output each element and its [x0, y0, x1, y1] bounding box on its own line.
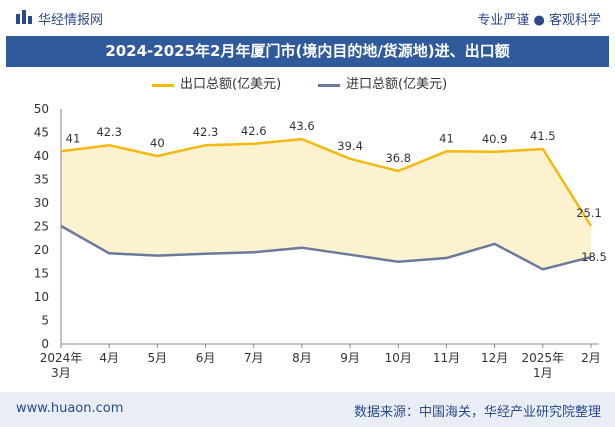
y-tick-label: 0: [41, 337, 49, 351]
y-tick-label: 10: [34, 290, 49, 304]
y-tick-label: 45: [34, 126, 49, 140]
legend-export-label: 出口总额(亿美元): [180, 77, 282, 92]
y-tick-label: 35: [34, 173, 49, 187]
x-tick-label: 7月: [244, 351, 264, 365]
area-fill-between: [61, 139, 591, 270]
export-data-label: 41.5: [530, 129, 556, 143]
y-tick-label: 20: [34, 243, 49, 257]
x-tick-label: 10月: [385, 351, 412, 365]
export-data-label: 41: [439, 131, 454, 145]
export-data-label: 41: [66, 131, 81, 145]
x-tick-label-line2: 3月: [51, 366, 71, 380]
x-tick-label: 11月: [433, 351, 460, 365]
tagline: 专业严谨 ● 客观科学: [477, 13, 601, 28]
export-data-label: 40.9: [482, 132, 508, 146]
export-data-label: 42.3: [96, 125, 122, 139]
x-tick-label: 8月: [292, 351, 312, 365]
x-tick-label: 2月: [581, 351, 601, 365]
x-tick-label: 2025年: [522, 351, 565, 365]
export-data-label: 36.8: [385, 151, 411, 165]
top-bar: 华经情报网 专业严谨 ● 客观科学: [0, 0, 615, 36]
x-tick-label: 6月: [196, 351, 216, 365]
footer-website: www.huaon.com: [16, 401, 124, 416]
footer: www.huaon.com 数据来源：中国海关，华经产业研究院整理: [0, 392, 615, 427]
x-tick-label: 5月: [148, 351, 168, 365]
footer-source: 数据来源：中国海关，华经产业研究院整理: [353, 405, 601, 420]
legend-export-swatch: [152, 84, 174, 87]
export-data-label: 39.4: [337, 139, 363, 153]
chart-title: 2024-2025年2月年厦门市(境内目的地/货源地)进、出口额: [6, 36, 609, 67]
import-series-line: [60, 224, 592, 271]
x-tick-label: 2024年: [40, 351, 83, 365]
import-data-label: 18.5: [581, 250, 607, 264]
x-tick-label: 4月: [99, 351, 119, 365]
x-tick-label: 12月: [481, 351, 508, 365]
y-tick-label: 50: [34, 102, 49, 116]
legend-import-label: 进口总额(亿美元): [346, 77, 448, 92]
export-series-line: [60, 137, 593, 227]
brand-logo-icon: [16, 10, 32, 24]
y-tick-label: 15: [34, 267, 49, 281]
chart-legend: 出口总额(亿美元) 进口总额(亿美元): [0, 74, 615, 96]
export-data-label: 43.6: [289, 119, 315, 133]
x-tick-label-line2: 1月: [533, 366, 553, 380]
y-tick-label: 25: [34, 220, 49, 234]
export-data-label: 40: [150, 136, 165, 150]
y-tick-label: 30: [34, 196, 49, 210]
y-tick-label: 40: [34, 149, 49, 163]
export-data-label: 42.6: [241, 124, 267, 138]
legend-import-swatch: [318, 84, 340, 87]
export-data-label: 25.1: [576, 206, 602, 220]
x-tick-label: 9月: [340, 351, 360, 365]
brand-name: 华经情报网: [38, 13, 104, 28]
y-tick-label: 5: [41, 314, 49, 328]
export-data-label: 42.3: [193, 125, 219, 139]
